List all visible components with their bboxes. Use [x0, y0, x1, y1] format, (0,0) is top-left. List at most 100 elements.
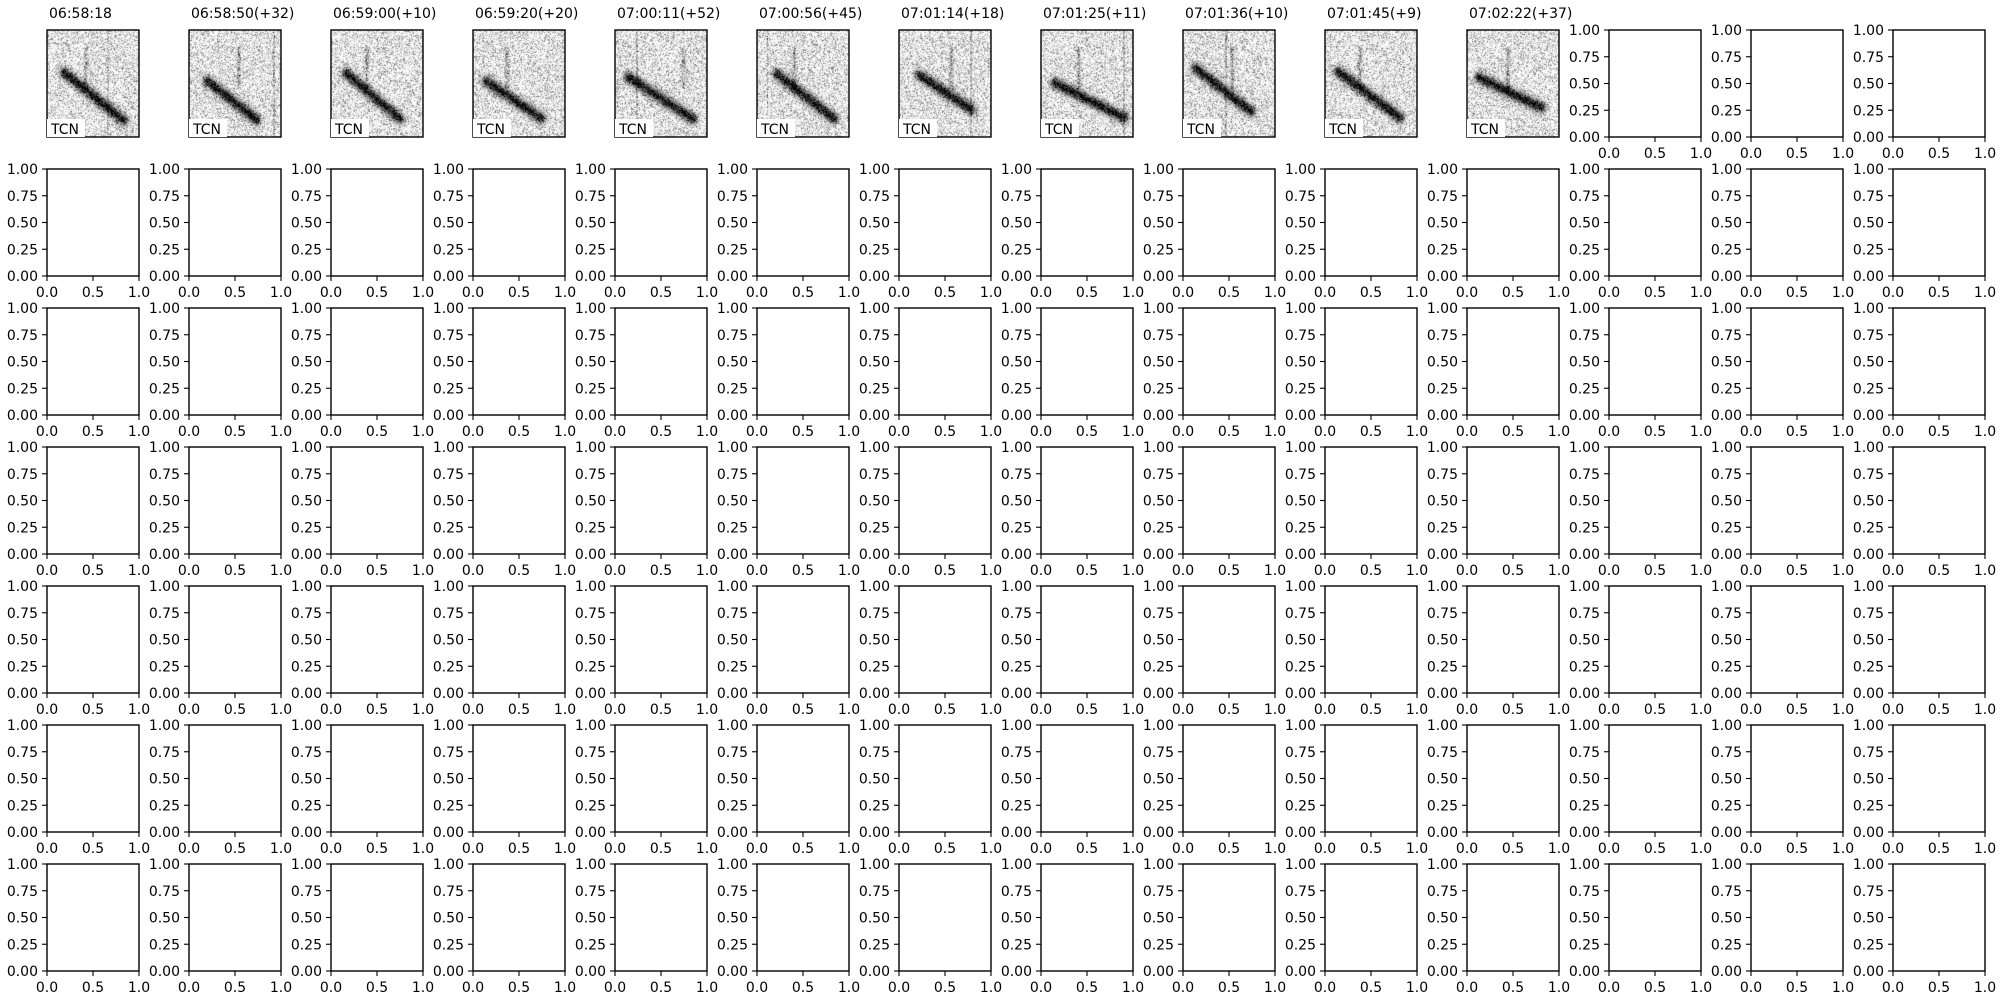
y-tick-label: 0.25 [7, 659, 38, 675]
x-tick-label: 0.5 [1502, 841, 1524, 857]
y-tick-label: 0.50 [1001, 494, 1032, 510]
spectrogram-frame [1324, 29, 1418, 138]
y-tick-label: 0.75 [149, 884, 180, 900]
y-tick-label: 1.00 [1285, 718, 1316, 734]
x-tick-label: 0.0 [1172, 285, 1194, 301]
y-tick-label: 0.00 [1569, 825, 1600, 841]
y-tick-label: 0.75 [433, 884, 464, 900]
y-tick-label: 0.50 [1285, 355, 1316, 371]
x-tick-label: 0.0 [1456, 980, 1478, 996]
x-tick-label: 0.0 [1882, 285, 1904, 301]
x-tick-label: 1.0 [270, 702, 292, 718]
y-tick-label: 0.75 [575, 467, 606, 483]
axes-panel: 0.00 0.25 0.50 0.75 1.00 0.0 0.5 1.0 [1001, 718, 1144, 857]
axes-frame [1750, 585, 1844, 694]
y-tick-label: 0.00 [575, 269, 606, 285]
y-tick-label: 0.75 [717, 328, 748, 344]
x-tick-label: 0.5 [1218, 841, 1240, 857]
y-tick-label: 1.00 [1569, 440, 1600, 456]
y-tick-label: 0.75 [1427, 606, 1458, 622]
x-tick-label: 1.0 [1122, 980, 1144, 996]
axes-panel: 0.00 0.25 0.50 0.75 1.00 0.0 0.5 1.0 [7, 718, 150, 857]
x-tick-label: 0.0 [1740, 146, 1762, 162]
y-tick-label: 0.25 [1853, 798, 1884, 814]
y-tick-label: 1.00 [1853, 301, 1884, 317]
y-tick-label: 0.00 [859, 547, 890, 563]
y-tick-label: 0.00 [1427, 408, 1458, 424]
y-tick-label: 1.00 [1285, 301, 1316, 317]
x-tick-label: 0.5 [1076, 841, 1098, 857]
axes-frame [1040, 863, 1134, 972]
y-tick-label: 0.00 [1427, 964, 1458, 980]
axes-panel: 0.00 0.25 0.50 0.75 1.00 0.0 0.5 1.0 [291, 162, 434, 301]
axes-frame [1182, 446, 1276, 555]
x-tick-label: 1.0 [838, 563, 860, 579]
x-tick-label: 0.5 [224, 841, 246, 857]
axes-frame [330, 168, 424, 277]
y-tick-label: 0.00 [859, 408, 890, 424]
y-tick-label: 0.75 [433, 328, 464, 344]
y-tick-label: 0.75 [1001, 328, 1032, 344]
y-tick-label: 0.25 [1711, 103, 1742, 119]
y-tick-label: 0.50 [1427, 494, 1458, 510]
x-tick-label: 1.0 [696, 285, 718, 301]
axes-frame [1750, 724, 1844, 833]
y-tick-label: 0.25 [1853, 520, 1884, 536]
y-tick-label: 1.00 [1427, 718, 1458, 734]
y-tick-label: 0.50 [291, 633, 322, 649]
y-tick-label: 0.25 [575, 242, 606, 258]
x-tick-label: 0.5 [1644, 424, 1666, 440]
y-tick-label: 0.00 [291, 964, 322, 980]
x-tick-label: 0.5 [934, 980, 956, 996]
y-tick-label: 0.75 [1711, 606, 1742, 622]
y-tick-label: 0.00 [1711, 825, 1742, 841]
x-tick-label: 0.0 [1740, 563, 1762, 579]
x-tick-label: 0.0 [1314, 980, 1336, 996]
x-tick-label: 1.0 [1122, 563, 1144, 579]
y-tick-label: 0.00 [1711, 686, 1742, 702]
x-tick-label: 0.5 [934, 841, 956, 857]
x-tick-label: 1.0 [128, 285, 150, 301]
x-tick-label: 0.0 [746, 841, 768, 857]
y-tick-label: 0.50 [717, 355, 748, 371]
y-tick-label: 0.75 [575, 328, 606, 344]
axes-frame [1892, 168, 1986, 277]
y-tick-label: 0.75 [1285, 745, 1316, 761]
y-tick-label: 1.00 [1001, 301, 1032, 317]
y-tick-label: 0.25 [7, 381, 38, 397]
x-tick-label: 0.0 [1598, 563, 1620, 579]
axes-panel: 07:00:11(+52) TCN [614, 6, 720, 138]
x-tick-label: 0.0 [178, 424, 200, 440]
x-tick-label: 1.0 [696, 841, 718, 857]
x-tick-label: 0.5 [1786, 424, 1808, 440]
axes-panel: 0.00 0.25 0.50 0.75 1.00 0.0 0.5 1.0 [433, 857, 576, 996]
y-tick-label: 1.00 [1001, 440, 1032, 456]
x-tick-label: 0.5 [1644, 563, 1666, 579]
axes-panel: 06:58:50(+32) TCN [188, 6, 294, 138]
y-tick-label: 0.25 [1001, 242, 1032, 258]
y-tick-label: 0.50 [7, 772, 38, 788]
axes-panel: 0.00 0.25 0.50 0.75 1.00 0.0 0.5 1.0 [7, 162, 150, 301]
axes-panel: 0.00 0.25 0.50 0.75 1.00 0.0 0.5 1.0 [575, 301, 718, 440]
y-tick-label: 1.00 [575, 718, 606, 734]
x-tick-label: 1.0 [1832, 563, 1854, 579]
axes-panel: 06:59:20(+20) TCN [472, 6, 578, 138]
y-tick-label: 1.00 [717, 579, 748, 595]
axes-frame [1608, 863, 1702, 972]
y-tick-label: 1.00 [1143, 162, 1174, 178]
x-tick-label: 0.0 [888, 285, 910, 301]
x-tick-label: 1.0 [1832, 841, 1854, 857]
axes-frame [1750, 446, 1844, 555]
x-tick-label: 0.0 [36, 285, 58, 301]
x-tick-label: 1.0 [1690, 980, 1712, 996]
y-tick-label: 0.25 [1001, 798, 1032, 814]
label-box [331, 119, 369, 137]
y-tick-label: 0.50 [1001, 216, 1032, 232]
y-tick-label: 0.75 [1853, 745, 1884, 761]
y-tick-label: 0.50 [859, 772, 890, 788]
x-tick-label: 1.0 [1264, 841, 1286, 857]
x-tick-label: 1.0 [1690, 285, 1712, 301]
y-tick-label: 0.75 [149, 328, 180, 344]
y-tick-label: 0.00 [291, 408, 322, 424]
